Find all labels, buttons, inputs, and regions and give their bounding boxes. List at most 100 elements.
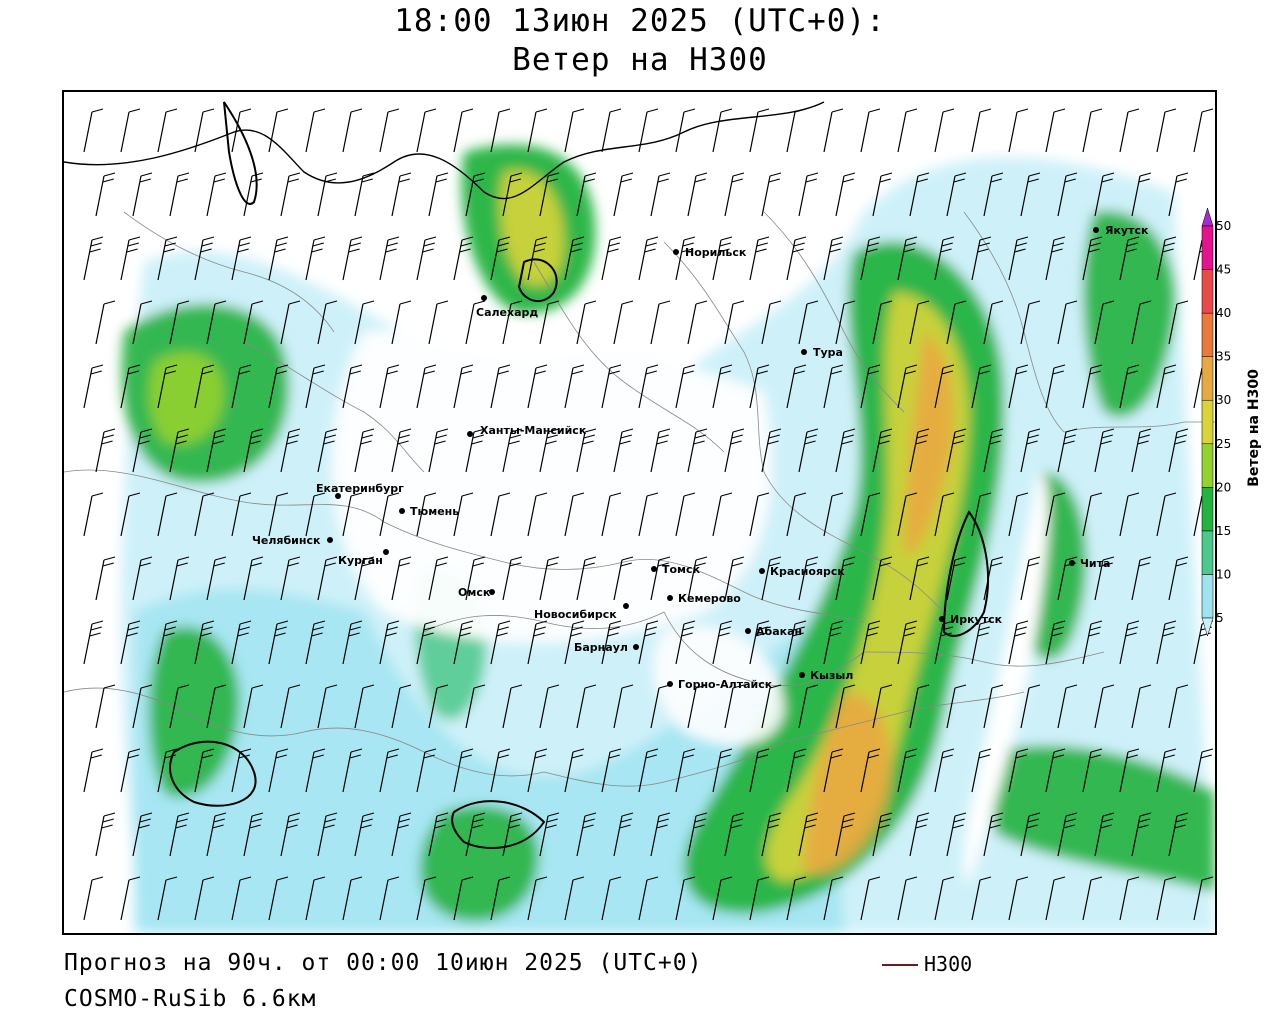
wind-barb <box>453 751 463 793</box>
wind-barb-feather <box>139 818 151 823</box>
wind-barb <box>465 431 475 473</box>
wind-barb <box>243 559 253 601</box>
wind-barb <box>576 431 586 473</box>
wind-barb-feather <box>1162 632 1174 637</box>
wind-barb <box>539 175 549 217</box>
wind-barb <box>638 751 648 793</box>
wind-barb-feather <box>90 626 102 631</box>
wind-barb-feather <box>1016 236 1029 241</box>
wind-barb <box>601 879 611 921</box>
wind-barb-feather <box>990 562 1002 567</box>
wind-barb <box>872 687 882 729</box>
wind-barb <box>749 623 759 665</box>
wind-barb-feather <box>214 172 227 177</box>
wind-barb <box>1131 431 1141 473</box>
wind-barb <box>157 239 167 281</box>
wind-barb <box>1082 751 1092 793</box>
wind-barb-feather <box>510 556 523 561</box>
wind-barb-feather <box>769 684 782 689</box>
wind-barb <box>416 495 426 537</box>
wind-barb-feather <box>657 434 669 439</box>
wind-barb <box>1119 367 1129 409</box>
wind-barb-feather <box>621 300 634 305</box>
wind-barb-feather <box>952 824 964 829</box>
wind-barb <box>724 175 734 217</box>
wind-barb-feather <box>398 178 410 183</box>
wind-barb-feather <box>436 556 449 561</box>
wind-barb-feather <box>719 754 731 759</box>
wind-barb-feather <box>350 620 363 625</box>
wind-barb <box>860 239 870 281</box>
wind-barb-feather <box>350 748 363 753</box>
wind-barb <box>749 239 759 281</box>
wind-barb-feather <box>1176 300 1189 305</box>
city-dot <box>759 568 765 574</box>
wind-barb-feather <box>793 626 805 631</box>
wind-barb-feather <box>1016 748 1029 753</box>
wind-barb-feather <box>1053 236 1066 241</box>
wind-barb <box>712 879 722 921</box>
wind-barb <box>1045 751 1055 793</box>
wind-barb <box>1045 879 1055 921</box>
wind-barb <box>243 303 253 345</box>
city-dot <box>633 644 639 650</box>
city-dot <box>481 295 487 301</box>
city-dot <box>745 628 751 634</box>
wind-barb-feather <box>693 440 705 445</box>
wind-barb-feather <box>842 818 854 823</box>
wind-barb <box>1168 303 1178 345</box>
wind-barb-feather <box>805 178 817 183</box>
wind-barb-feather <box>313 364 326 369</box>
wind-barb-feather <box>695 812 708 817</box>
wind-barb-feather <box>1101 818 1113 823</box>
wind-barb <box>749 751 759 793</box>
wind-barb <box>1193 879 1203 921</box>
wind-barb <box>687 303 697 345</box>
wind-barb <box>823 239 833 281</box>
wind-barb-feather <box>533 248 545 253</box>
region-border <box>533 261 725 453</box>
wind-barb <box>132 431 142 473</box>
wind-barb-feather <box>1139 300 1152 305</box>
wind-barb-feather <box>830 242 842 247</box>
wind-barb-feather <box>757 748 770 753</box>
wind-barb-feather <box>769 172 782 177</box>
wind-barb <box>687 687 697 729</box>
city-label: Чита <box>1080 557 1110 570</box>
wind-barb-feather <box>313 236 326 241</box>
wind-barb-feather <box>806 556 819 561</box>
wind-barb <box>120 367 130 409</box>
colorbar-cell <box>1201 617 1214 637</box>
wind-barb-feather <box>682 370 694 375</box>
wind-barb <box>132 687 142 729</box>
wind-barb-feather <box>91 492 104 497</box>
wind-barb-feather <box>830 626 842 631</box>
wind-barb <box>280 431 290 473</box>
wind-barb-feather <box>917 812 930 817</box>
wind-barb <box>872 175 882 217</box>
wind-barb-feather <box>460 242 472 247</box>
wind-barb <box>1193 751 1203 793</box>
wind-barb-feather <box>399 172 412 177</box>
wind-barb-feather <box>547 812 560 817</box>
wind-barb <box>1094 431 1104 473</box>
wind-barb-feather <box>979 876 992 881</box>
city-dot <box>399 508 405 514</box>
wind-barb <box>638 623 648 665</box>
wind-barb-feather <box>313 876 326 881</box>
wind-barb-feather <box>794 364 807 369</box>
wind-barb-feather <box>1164 236 1177 241</box>
wind-barb <box>650 559 660 601</box>
wind-barb <box>268 111 278 153</box>
wind-barb-feather <box>1089 370 1101 375</box>
wind-barb-feather <box>609 876 622 881</box>
wind-barb-feather <box>1065 428 1078 433</box>
colorbar-cell <box>1201 208 1214 227</box>
wind-barb-feather <box>251 428 264 433</box>
wind-barb-feather <box>1127 876 1140 881</box>
wind-barb <box>1094 815 1104 857</box>
wind-barb-feather <box>572 108 585 113</box>
wind-barb-feather <box>879 434 891 439</box>
wind-barb <box>391 175 401 217</box>
wind-barb-feather <box>842 178 854 183</box>
